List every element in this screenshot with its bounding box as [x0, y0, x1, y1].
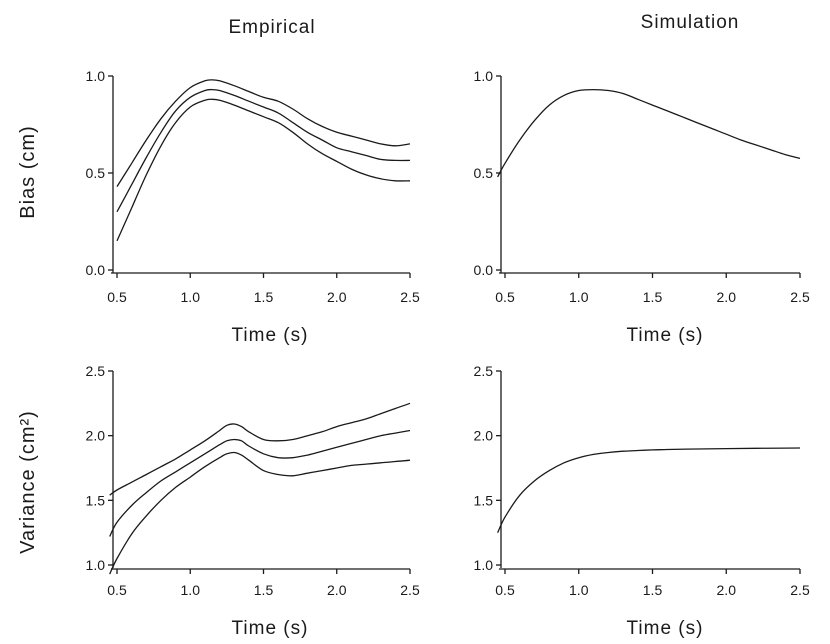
y-tick-label: 1.5 [86, 492, 106, 508]
x-axis-label: Time (s) [627, 618, 704, 639]
x-axis-label: Time (s) [627, 325, 704, 346]
y-tick-label: 0.0 [474, 262, 494, 278]
x-tick-label: 1.5 [254, 289, 274, 305]
x-tick-label: 0.5 [107, 289, 127, 305]
title-empirical: Empirical [228, 17, 315, 38]
x-tick-label: 2.5 [790, 582, 810, 598]
y-tick-label: 0.0 [86, 262, 106, 278]
x-tick-label: 1.0 [569, 289, 589, 305]
series-line-1 [497, 447, 801, 533]
x-tick-label: 2.5 [790, 289, 810, 305]
y-tick-label: 0.5 [474, 165, 494, 181]
x-axis-label: Time (s) [232, 618, 309, 639]
x-tick-label: 0.5 [495, 289, 515, 305]
y-tick-label: 1.5 [474, 492, 494, 508]
y-tick-label: 2.5 [474, 363, 494, 379]
x-tick-label: 1.0 [181, 289, 201, 305]
x-tick-label: 2.0 [327, 582, 347, 598]
ylabel-variance: Variance (cm²) [17, 410, 39, 554]
x-tick-label: 0.5 [107, 582, 127, 598]
y-tick-label: 1.0 [86, 557, 106, 573]
x-tick-label: 1.0 [181, 582, 201, 598]
series-line-1 [116, 79, 411, 187]
y-tick-label: 1.0 [474, 557, 494, 573]
series-line-1 [109, 402, 411, 496]
x-tick-label: 1.5 [254, 582, 274, 598]
x-tick-label: 2.0 [327, 289, 347, 305]
series-line-3 [116, 98, 411, 242]
title-simulation: Simulation [641, 12, 740, 33]
series-line-2 [116, 88, 411, 213]
x-tick-label: 2.0 [717, 289, 737, 305]
series-line-2 [109, 429, 411, 537]
series-line-1 [497, 88, 801, 178]
y-tick-label: 0.5 [86, 165, 106, 181]
x-tick-label: 2.0 [717, 582, 737, 598]
x-tick-label: 1.5 [643, 582, 663, 598]
x-tick-label: 1.5 [643, 289, 663, 305]
series-line-3 [109, 451, 411, 575]
ylabel-bias: Bias (cm) [17, 125, 39, 218]
x-tick-label: 0.5 [495, 582, 515, 598]
x-tick-label: 1.0 [569, 582, 589, 598]
x-tick-label: 2.5 [400, 582, 420, 598]
y-tick-label: 2.5 [86, 363, 106, 379]
x-axis-label: Time (s) [232, 325, 309, 346]
y-tick-label: 2.0 [86, 428, 106, 444]
x-tick-label: 2.5 [400, 289, 420, 305]
y-tick-label: 1.0 [474, 68, 494, 84]
y-tick-label: 1.0 [86, 68, 106, 84]
y-tick-label: 2.0 [474, 428, 494, 444]
